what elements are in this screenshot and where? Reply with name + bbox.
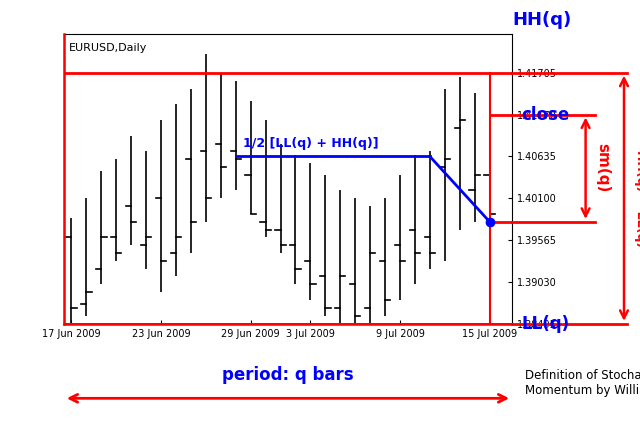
Text: sm(q): sm(q) [595, 144, 610, 193]
Text: Definition of Stochastic
Momentum by William Blau: Definition of Stochastic Momentum by Wil… [525, 369, 640, 397]
Text: period: q bars: period: q bars [222, 366, 354, 384]
Text: EURUSD,Daily: EURUSD,Daily [68, 43, 147, 53]
Text: close: close [522, 106, 570, 124]
Text: HH(q): HH(q) [512, 11, 572, 29]
Text: LL(q): LL(q) [522, 315, 570, 333]
Text: 1/2 [LL(q) + HH(q)]: 1/2 [LL(q) + HH(q)] [243, 137, 379, 150]
Text: HH(q) − LL(q): HH(q) − LL(q) [634, 150, 640, 247]
